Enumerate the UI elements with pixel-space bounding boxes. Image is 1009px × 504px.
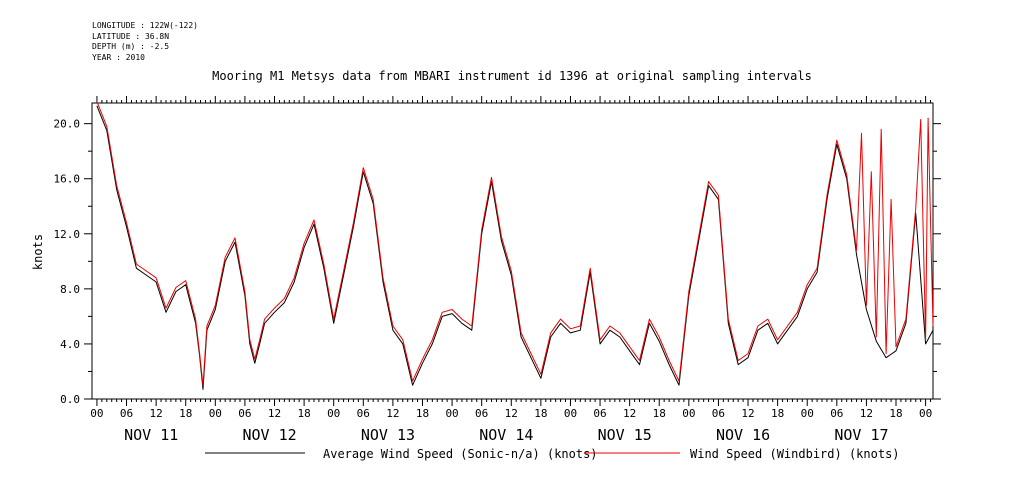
x-tick-label: 06	[475, 407, 488, 420]
series-line-average-wind-speed	[96, 105, 934, 390]
y-axis-label: knots	[31, 234, 45, 270]
x-tick-label: 00	[919, 407, 932, 420]
series-line-windbird-wind-speed	[96, 101, 934, 386]
x-tick-label: 18	[297, 407, 310, 420]
x-tick-label: 12	[149, 407, 162, 420]
y-tick-label: 4.0	[60, 338, 80, 351]
y-tick-label: 20.0	[54, 118, 81, 131]
x-tick-label: 06	[712, 407, 725, 420]
legend-label: Average Wind Speed (Sonic-n/a) (knots)	[323, 447, 598, 461]
y-axis: 0.0 4.0 8.0 12.0 16.0 20.0	[54, 118, 941, 406]
x-tick-label: 18	[653, 407, 666, 420]
day-label: NOV 13	[361, 426, 415, 444]
x-tick-label: 06	[120, 407, 133, 420]
x-tick-label: 12	[505, 407, 518, 420]
x-tick-label: 18	[534, 407, 547, 420]
x-tick-label: 18	[416, 407, 429, 420]
plot-frame	[91, 102, 934, 400]
x-tick-label: 18	[771, 407, 784, 420]
chart-title: Mooring M1 Metsys data from MBARI instru…	[212, 69, 812, 83]
y-tick-label: 8.0	[60, 283, 80, 296]
station-metadata: LONGITUDE : 122W(-122) LATITUDE : 36.8N …	[92, 21, 198, 63]
x-tick-label: 00	[327, 407, 340, 420]
legend: Average Wind Speed (Sonic-n/a) (knots) Wi…	[205, 447, 900, 461]
depth-label: DEPTH (m) : -2.5	[92, 42, 170, 51]
x-tick-label: 00	[209, 407, 222, 420]
x-axis: 00 06 12 18 00 06 12 18 00 06 12 18 00 06 12 18 00 06 12 18…	[90, 96, 932, 444]
day-label: NOV 17	[834, 426, 888, 444]
latitude-label: LATITUDE : 36.8N	[92, 31, 170, 41]
x-tick-label: 06	[238, 407, 251, 420]
x-tick-label: 18	[889, 407, 902, 420]
year-label: YEAR : 2010	[92, 52, 145, 62]
x-tick-label: 18	[179, 407, 192, 420]
day-label: NOV 14	[479, 426, 533, 444]
day-label: NOV 16	[716, 426, 770, 444]
x-tick-label: 00	[682, 407, 695, 420]
x-tick-label: 06	[357, 407, 370, 420]
x-tick-label: 00	[564, 407, 577, 420]
x-tick-label: 12	[623, 407, 636, 420]
day-label: NOV 15	[598, 426, 652, 444]
y-tick-label: 12.0	[54, 228, 81, 241]
x-tick-label: 12	[386, 407, 399, 420]
legend-label: Wind Speed (Windbird) (knots)	[690, 447, 900, 461]
longitude-label: LONGITUDE : 122W(-122)	[92, 21, 198, 30]
x-tick-label: 00	[445, 407, 458, 420]
y-tick-label: 16.0	[54, 173, 81, 186]
x-tick-label: 12	[741, 407, 754, 420]
x-tick-label: 00	[801, 407, 814, 420]
series-layer	[96, 101, 934, 390]
x-tick-label: 00	[90, 407, 103, 420]
y-tick-label: 0.0	[60, 393, 80, 406]
x-tick-label: 06	[830, 407, 843, 420]
x-tick-label: 12	[268, 407, 281, 420]
day-label: NOV 11	[124, 426, 178, 444]
day-label: NOV 12	[242, 426, 296, 444]
x-tick-label: 12	[860, 407, 873, 420]
x-tick-label: 06	[593, 407, 606, 420]
